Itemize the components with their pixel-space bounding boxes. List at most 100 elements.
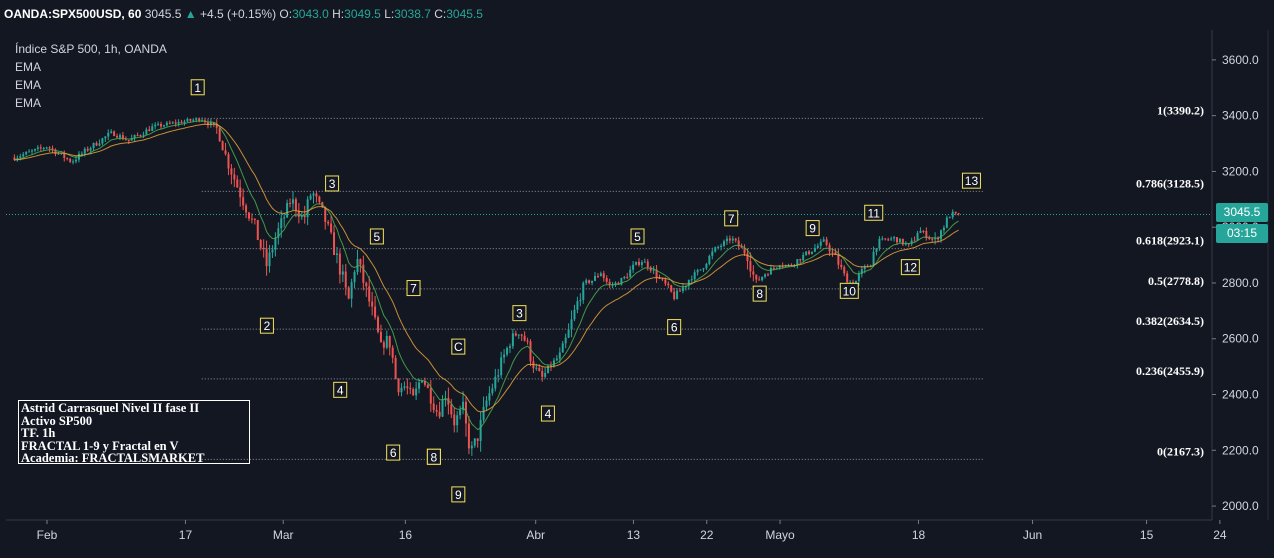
candle-body — [195, 118, 198, 120]
candle-body — [418, 382, 421, 389]
wave-label: C — [451, 338, 466, 355]
symbol-name[interactable]: OANDA:SPX500USD, 60 — [4, 7, 142, 21]
candle-body — [702, 268, 705, 270]
wave-label: 8 — [752, 285, 767, 302]
wave-label-box — [900, 259, 920, 276]
legend-indicator[interactable]: EMA — [15, 60, 42, 74]
wave-label: 6 — [386, 444, 401, 461]
wave-label-text: 11 — [867, 206, 880, 220]
candle-body — [271, 249, 274, 253]
wave-label-box — [839, 282, 859, 299]
candle-body — [230, 168, 233, 175]
legend-title[interactable]: Índice S&P 500, 1h, OANDA — [15, 42, 167, 56]
candle-body — [881, 238, 884, 240]
wave-label-box — [805, 220, 820, 237]
candle-body — [819, 241, 822, 246]
candle-body — [614, 282, 617, 285]
candle-body — [623, 276, 626, 279]
candle-body — [535, 367, 538, 369]
candle-body — [494, 376, 497, 389]
candle-body — [925, 230, 928, 239]
wave-label-text: C — [454, 340, 463, 354]
wave-label-text: 6 — [671, 321, 678, 335]
candle-body — [579, 299, 582, 302]
candle-body — [107, 132, 110, 137]
x-tick-label: 24 — [1213, 528, 1227, 542]
candle-body — [157, 123, 160, 125]
symbol-header: OANDA:SPX500USD, 60 3045.5 ▲ +4.5 (+0.15… — [4, 7, 483, 23]
legend-indicator[interactable]: EMA — [15, 96, 42, 110]
wave-label: 9 — [451, 486, 466, 503]
candle-body — [497, 375, 500, 377]
candle-body — [412, 389, 415, 396]
candle-body — [371, 301, 374, 307]
candle-body — [262, 247, 265, 250]
candle-body — [45, 147, 48, 149]
wave-label-box — [630, 228, 645, 245]
wave-label-box — [190, 79, 205, 96]
candle-body — [896, 237, 899, 243]
candle-body — [368, 286, 371, 302]
candle-body — [687, 280, 690, 286]
last-price: 3045.5 — [144, 7, 182, 21]
candle-body — [247, 212, 250, 219]
candle-body — [708, 255, 711, 264]
candle-body — [133, 135, 136, 139]
plot-area[interactable]: 1(3390.2) 0.786(3128.5) 0.618(2923.1) 0.5(2… — [6, 79, 1212, 503]
candle-body — [397, 378, 400, 393]
candle-body — [901, 238, 904, 245]
candle-body — [491, 388, 494, 394]
candle-body — [438, 411, 441, 417]
wave-label-box — [426, 448, 441, 465]
candle-body — [951, 211, 954, 218]
fib-level-label: 0(2167.3) — [1157, 444, 1204, 458]
info-box[interactable]: Astrid Carrasquel Nivel II fase II Activ… — [18, 400, 250, 464]
candle-body — [860, 269, 863, 275]
candle-body — [837, 255, 840, 265]
candle-body — [160, 123, 163, 127]
last-price-tag: 3045.5 — [1216, 203, 1268, 222]
candle-body — [13, 157, 16, 160]
candle-body — [462, 401, 465, 410]
candle-body — [596, 275, 599, 277]
candle-body — [544, 372, 547, 377]
info-line: Activo SP500 — [21, 413, 93, 428]
candle-body — [379, 331, 382, 343]
candle-body — [561, 343, 564, 353]
legend-indicator[interactable]: EMA — [15, 78, 42, 92]
candle-body — [869, 265, 872, 267]
candle-body — [928, 238, 931, 240]
candle-body — [374, 306, 377, 318]
candle-body — [602, 273, 605, 278]
wave-label: 13 — [961, 172, 981, 189]
candle-body — [796, 259, 799, 265]
x-tick-label: 18 — [912, 528, 926, 542]
candle-body — [420, 380, 423, 383]
candle-body — [186, 118, 189, 122]
wave-label-box — [369, 228, 384, 245]
fib-level-label: 1(3390.2) — [1157, 103, 1204, 117]
candle-body — [224, 150, 227, 155]
candle-body — [274, 237, 277, 250]
candle-body — [676, 290, 679, 300]
candle-body — [679, 290, 682, 292]
candle-body — [400, 387, 403, 393]
candle-body — [171, 122, 174, 124]
candle-body — [705, 263, 708, 269]
candle-body — [189, 118, 192, 121]
candle-body — [591, 280, 594, 283]
candle-body — [300, 216, 303, 218]
candle-body — [816, 245, 819, 248]
candle-body — [479, 419, 482, 441]
candle-body — [277, 228, 280, 238]
candle-body — [95, 142, 98, 146]
candle-body — [922, 230, 925, 232]
candle-body — [485, 400, 488, 407]
candle-body — [432, 403, 435, 411]
wave-label: 7 — [406, 280, 421, 297]
candle-body — [945, 217, 948, 228]
candle-body — [48, 147, 51, 149]
candle-body — [174, 122, 177, 124]
candle-body — [98, 143, 101, 146]
